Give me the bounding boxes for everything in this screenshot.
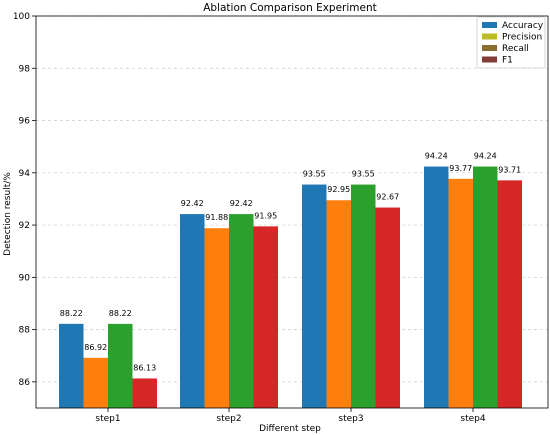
bar-recall-step4 bbox=[473, 166, 498, 408]
bar-accuracy-step2 bbox=[180, 214, 205, 408]
bar-precision-step2 bbox=[204, 228, 229, 408]
legend-label-recall: Recall bbox=[502, 44, 529, 54]
data-label: 91.95 bbox=[254, 211, 277, 220]
y-tick-label: 94 bbox=[19, 169, 31, 179]
bar-f1-step3 bbox=[375, 207, 400, 408]
data-label: 88.22 bbox=[60, 309, 83, 318]
x-axis-title: Different step bbox=[259, 424, 321, 434]
legend-swatch-f1 bbox=[482, 56, 497, 63]
bar-recall-step2 bbox=[229, 214, 254, 408]
data-label: 93.77 bbox=[449, 164, 472, 173]
x-tick-label: step3 bbox=[338, 414, 363, 424]
legend-label-precision: Precision bbox=[502, 33, 542, 43]
plot-frame bbox=[35, 15, 549, 409]
x-tick-label: step4 bbox=[460, 414, 485, 424]
data-label: 94.24 bbox=[425, 152, 448, 161]
data-label: 92.95 bbox=[327, 185, 350, 194]
legend-label-accuracy: Accuracy bbox=[502, 21, 544, 31]
bar-accuracy-step1 bbox=[59, 323, 84, 408]
data-label: 92.67 bbox=[376, 193, 399, 202]
bars bbox=[59, 166, 522, 408]
data-label: 93.71 bbox=[498, 165, 521, 174]
y-tick-label: 96 bbox=[19, 117, 31, 127]
bar-precision-step4 bbox=[448, 178, 473, 408]
y-tick-label: 100 bbox=[13, 12, 30, 22]
y-tick-label: 86 bbox=[19, 378, 31, 388]
bar-recall-step3 bbox=[351, 184, 376, 408]
x-tick-label: step2 bbox=[216, 414, 241, 424]
bar-accuracy-step3 bbox=[302, 184, 327, 408]
data-label: 93.55 bbox=[352, 170, 375, 179]
y-tick-label: 98 bbox=[19, 64, 31, 74]
data-labels: 88.2286.9288.2286.1392.4291.8892.4291.95… bbox=[60, 152, 521, 373]
bar-f1-step4 bbox=[497, 180, 522, 408]
chart-title: Ablation Comparison Experiment bbox=[203, 2, 377, 14]
y-tick-label: 88 bbox=[19, 326, 31, 336]
legend-swatch-precision bbox=[482, 33, 497, 40]
x-tick-label: step1 bbox=[95, 414, 120, 424]
data-label: 93.55 bbox=[303, 170, 326, 179]
x-axis-ticks: step1 step2 step3 step4 bbox=[95, 408, 486, 424]
bar-f1-step2 bbox=[253, 226, 278, 408]
bar-recall-step1 bbox=[108, 323, 133, 408]
data-label: 88.22 bbox=[109, 309, 132, 318]
data-label: 94.24 bbox=[474, 152, 497, 161]
legend-swatch-recall bbox=[482, 45, 497, 51]
y-tick-label: 92 bbox=[19, 221, 30, 231]
legend-swatch-accuracy bbox=[482, 22, 497, 28]
y-axis-ticks: 86 88 90 92 94 96 98 100 bbox=[13, 12, 36, 388]
bar-accuracy-step4 bbox=[424, 166, 449, 408]
legend-label-f1: F1 bbox=[502, 56, 513, 66]
data-label: 92.42 bbox=[230, 199, 253, 208]
bar-precision-step1 bbox=[83, 357, 108, 408]
bar-precision-step3 bbox=[326, 200, 351, 408]
legend-box bbox=[476, 16, 546, 69]
data-label: 86.92 bbox=[84, 343, 107, 352]
bar-f1-step1 bbox=[132, 378, 157, 408]
data-label: 92.42 bbox=[181, 199, 204, 208]
y-tick-label: 90 bbox=[19, 273, 31, 283]
y-axis-title: Detection result/% bbox=[3, 172, 13, 256]
data-label: 86.13 bbox=[133, 363, 156, 372]
data-label: 91.88 bbox=[205, 213, 228, 222]
